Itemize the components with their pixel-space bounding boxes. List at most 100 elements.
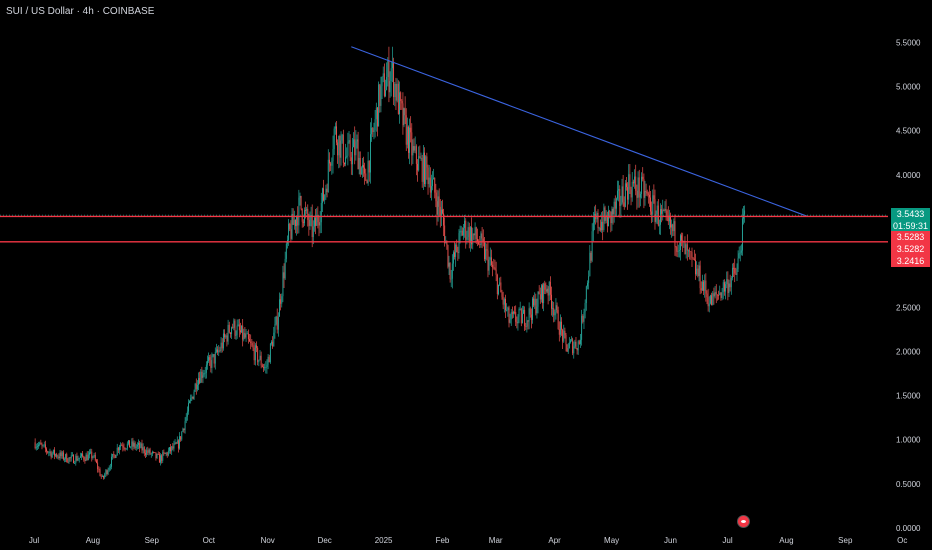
candle-body <box>501 292 503 297</box>
y-tick-label: 2.5000 <box>896 303 921 312</box>
candle-body <box>257 347 259 363</box>
candle-body <box>719 292 721 296</box>
candle-body <box>503 298 505 305</box>
candle-body <box>457 252 459 254</box>
candle-body <box>506 310 508 311</box>
candle-body <box>466 237 468 240</box>
candle-body <box>417 163 418 171</box>
candle-body <box>272 341 274 347</box>
candle-body <box>487 250 489 271</box>
candle-body <box>315 217 317 226</box>
candle-body <box>722 282 724 293</box>
candle-body <box>527 320 529 322</box>
candle-body <box>130 446 132 448</box>
candle-body <box>437 196 439 215</box>
candle-body <box>208 357 210 361</box>
y-tick-label: 1.0000 <box>896 436 921 445</box>
candle-body <box>186 411 188 417</box>
candle-body <box>612 209 614 215</box>
candle-body <box>647 193 649 195</box>
candle-body <box>266 364 268 368</box>
candle-body <box>276 316 278 330</box>
candle-body <box>617 190 618 199</box>
candle-body <box>122 445 124 448</box>
candle-body <box>282 272 284 297</box>
candle-body <box>711 295 713 306</box>
candle-body <box>294 220 296 227</box>
candle-body <box>61 452 63 457</box>
candle-body <box>665 209 667 211</box>
candle-body <box>601 221 602 231</box>
candle-body <box>202 375 204 378</box>
candle-body <box>259 355 261 360</box>
candle-body <box>544 283 546 290</box>
candle-body <box>656 205 658 215</box>
candle-body <box>191 396 193 399</box>
candle-body <box>231 327 233 334</box>
candle-body <box>93 455 95 457</box>
candle-body <box>508 307 510 323</box>
candle-body <box>277 316 279 330</box>
candle-body <box>100 475 102 477</box>
candle-body <box>54 449 55 456</box>
candle-body <box>486 249 488 251</box>
candle-body <box>302 221 304 224</box>
candle-body <box>641 176 643 194</box>
candle-body <box>634 176 635 184</box>
x-tick-label: Nov <box>261 536 275 545</box>
candle-body <box>730 277 732 288</box>
candle-body <box>518 308 520 317</box>
candle-body <box>699 265 701 289</box>
x-tick-label: Oc <box>897 536 907 545</box>
earnings-icon[interactable] <box>737 515 750 528</box>
candle-body <box>194 383 196 392</box>
candle-body <box>240 330 241 333</box>
candle-body <box>242 325 244 340</box>
price-axis: 0.00000.50001.00001.50002.00002.50003.00… <box>896 38 921 533</box>
candle-body <box>644 191 646 198</box>
candle-body <box>351 147 353 165</box>
candle-body <box>636 190 638 198</box>
candle-body <box>381 76 383 87</box>
earnings-icon-inner <box>741 520 746 523</box>
candle-body <box>543 283 545 304</box>
candle-body <box>203 373 205 376</box>
candle-body <box>198 378 199 385</box>
candle-body <box>488 259 490 271</box>
candle-body <box>89 452 90 455</box>
candle-body <box>651 211 653 215</box>
y-tick-label: 5.5000 <box>896 38 921 47</box>
candle-body <box>136 444 138 447</box>
candle-body <box>123 447 125 449</box>
candle-body <box>704 280 706 291</box>
candle-body <box>714 291 716 297</box>
last-price-value: 3.5433 <box>896 209 925 219</box>
candle-body <box>588 276 590 283</box>
candle-body <box>515 312 517 322</box>
candle-body <box>374 119 376 131</box>
candle-body <box>249 339 250 342</box>
candle-body <box>697 268 699 276</box>
candle-body <box>455 244 457 257</box>
candle-body <box>82 453 84 457</box>
candle-body <box>551 294 552 309</box>
candle-body <box>263 366 264 368</box>
candle-body <box>141 443 143 451</box>
candle-body <box>635 176 637 191</box>
candle-body <box>443 213 445 226</box>
candle-body <box>471 227 473 245</box>
candle-body <box>615 198 617 209</box>
candle-body <box>561 321 562 330</box>
candle-body <box>582 315 584 322</box>
candle-body <box>238 324 240 331</box>
x-tick-label: Apr <box>548 536 561 545</box>
trendline[interactable] <box>351 46 808 217</box>
candle-body <box>307 208 309 220</box>
candle-body <box>173 443 175 449</box>
candle-body <box>109 466 111 468</box>
candle-body <box>584 303 586 313</box>
candle-body <box>40 442 42 445</box>
candle-body <box>236 325 238 336</box>
candle-body <box>532 298 533 320</box>
